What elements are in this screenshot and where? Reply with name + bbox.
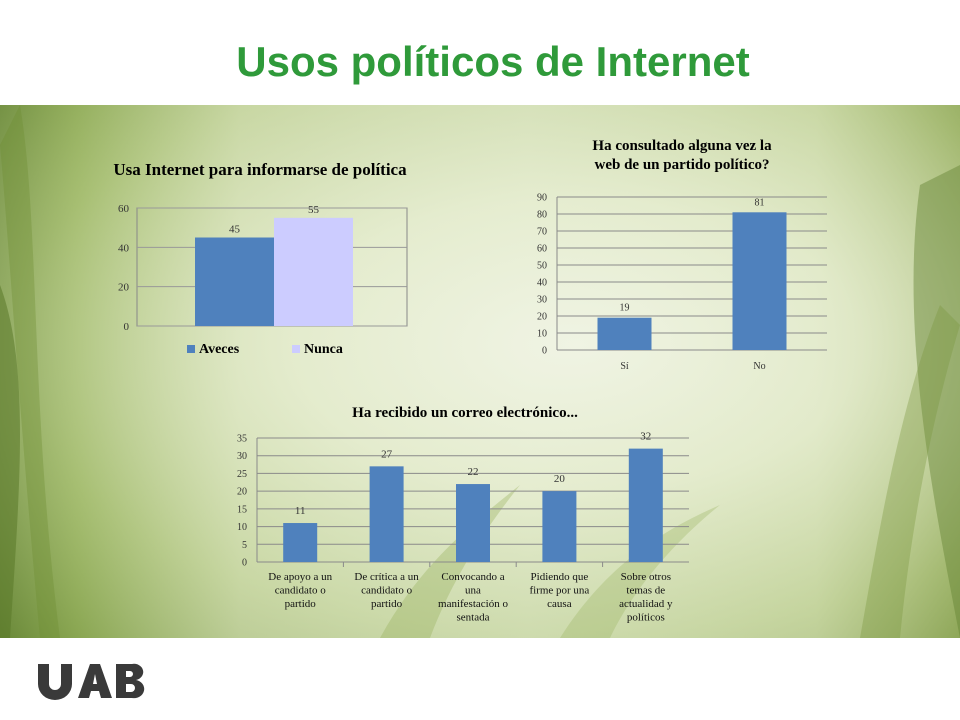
chart1-bar xyxy=(195,237,274,326)
chart3-data-label: 32 xyxy=(640,431,651,443)
chart2-xtick-label: Sí xyxy=(620,361,629,372)
chart3-bar xyxy=(542,491,577,562)
chart2-xtick-label: No xyxy=(753,361,765,372)
chart3-ytick-label: 5 xyxy=(242,540,247,551)
chart2-ytick-label: 80 xyxy=(537,210,547,221)
chart3-ytick-label: 15 xyxy=(237,504,247,515)
chart3-svg: Ha recibido un correo electrónico... 0 5 1… xyxy=(237,405,689,624)
chart1-legend-label: Nunca xyxy=(304,342,343,357)
chart1-title: Usa Internet para informarse de política xyxy=(113,160,407,179)
chart2-data-label: 19 xyxy=(620,303,630,314)
chart2-ytick-label: 0 xyxy=(542,346,547,357)
chart2-ytick-label: 70 xyxy=(537,227,547,238)
chart2-svg: Ha consultado alguna vez la web de un par… xyxy=(537,138,827,372)
chart2-ytick-label: 50 xyxy=(537,261,547,272)
chart2-ytick-label: 90 xyxy=(537,193,547,204)
chart3-bar xyxy=(456,484,490,562)
chart3-xtick-label: De crítica a un candidato o partido xyxy=(354,571,419,610)
chart2-ytick-label: 30 xyxy=(537,295,547,306)
chart3-ytick-label: 30 xyxy=(237,451,247,462)
chart1-data-label: 55 xyxy=(308,204,320,216)
chart2-data-label: 81 xyxy=(755,197,765,208)
uab-logo xyxy=(36,660,146,705)
chart3-bar xyxy=(369,466,404,562)
chart2-bar xyxy=(597,317,652,350)
chart3-xtick-label: Convocando a una manifestación o sentada xyxy=(438,571,508,624)
chart1-ytick-label: 0 xyxy=(124,321,130,333)
chart3-bar xyxy=(283,523,318,562)
chart1-legend-label: Aveces xyxy=(199,342,240,357)
chart-correo-electronico: Ha recibido un correo electrónico... 0 5 1… xyxy=(215,395,705,635)
chart3-xtick-label: Pidiendo que firme por una causa xyxy=(529,571,589,610)
chart3-data-label: 11 xyxy=(295,505,306,517)
chart1-bar xyxy=(274,217,353,326)
chart1-ytick-label: 20 xyxy=(118,282,130,294)
chart3-data-label: 22 xyxy=(468,466,479,478)
chart-internet-politica: Usa Internet para informarse de política… xyxy=(95,150,425,365)
chart3-ytick-label: 0 xyxy=(242,558,247,569)
chart3-data-label: 20 xyxy=(554,473,566,485)
slide-title: Usos políticos de Internet xyxy=(236,38,750,85)
chart3-data-label: 27 xyxy=(381,448,393,460)
chart3-ytick-label: 20 xyxy=(237,487,247,498)
chart2-ytick-label: 40 xyxy=(537,278,547,289)
chart2-bar xyxy=(732,212,787,350)
chart2-ytick-label: 20 xyxy=(537,312,547,323)
chart3-ytick-label: 10 xyxy=(237,522,247,533)
chart1-ytick-label: 40 xyxy=(118,242,130,254)
chart3-xtick-label: Sobre otros temas de actualidad y políticos xyxy=(619,571,673,624)
chart1-ytick-label: 60 xyxy=(118,203,130,215)
chart1-svg: Usa Internet para informarse de política… xyxy=(113,160,408,357)
chart1-legend-swatch xyxy=(292,345,300,353)
chart3-bar xyxy=(628,448,663,562)
chart2-ytick-label: 10 xyxy=(537,329,547,340)
chart2-title: Ha consultado alguna vez la web de un par… xyxy=(592,138,772,173)
chart3-ytick-label: 35 xyxy=(237,434,247,445)
chart3-title: Ha recibido un correo electrónico... xyxy=(352,405,578,421)
uab-logo-mark xyxy=(38,663,145,700)
chart3-ytick-label: 25 xyxy=(237,469,247,480)
chart1-legend-swatch xyxy=(187,345,195,353)
chart2-ytick-label: 60 xyxy=(537,244,547,255)
chart3-xtick-label: De apoyo a un candidato o partido xyxy=(268,571,332,610)
chart-web-partido: Ha consultado alguna vez la web de un par… xyxy=(520,130,840,380)
chart1-data-label: 45 xyxy=(229,224,241,236)
